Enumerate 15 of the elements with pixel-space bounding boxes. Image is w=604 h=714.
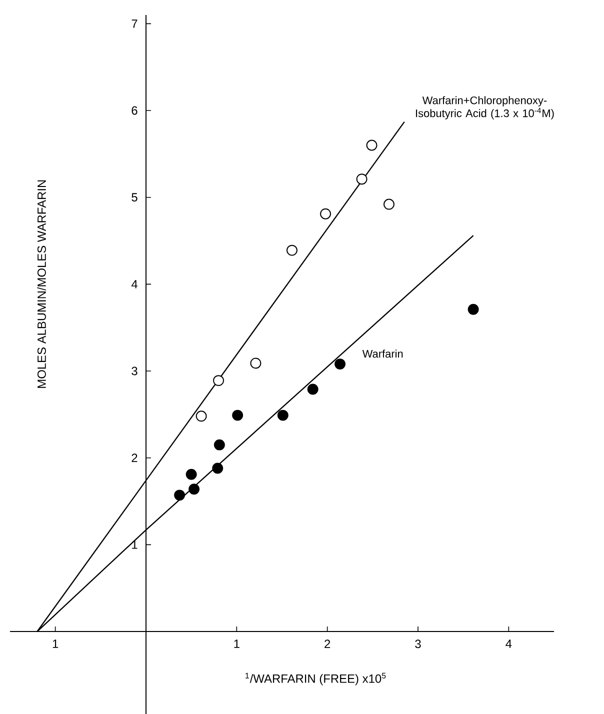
y-tick-label: 4 [131, 280, 138, 288]
y-tick-label: 2 [132, 454, 138, 462]
y-tick-label: 3 [132, 366, 138, 376]
x-axis-title: $^{1}$/WARFARIN (FREE) x10$^{5}$ [246, 672, 386, 686]
y-tick-label: 7 [132, 20, 138, 28]
y-tick-label: 6 [132, 106, 138, 115]
series-label: Warfarin+Chlorophenoxy- Isobutyric Acid (1.3 x 10$^{-4}$M) [416, 96, 554, 120]
x-tick-label: 1 [52, 640, 58, 648]
series-label: Warfarin [362, 350, 403, 358]
y-tick-label: 5 [132, 193, 138, 202]
x-tick-label: 1 [234, 640, 240, 648]
y-axis-title: MOLES ALBUMIN/MOLES WARFARIN [37, 180, 46, 388]
x-tick-label: 2 [324, 640, 330, 648]
x-tick-label: 4 [506, 640, 512, 648]
x-tick-label: 3 [415, 640, 421, 648]
